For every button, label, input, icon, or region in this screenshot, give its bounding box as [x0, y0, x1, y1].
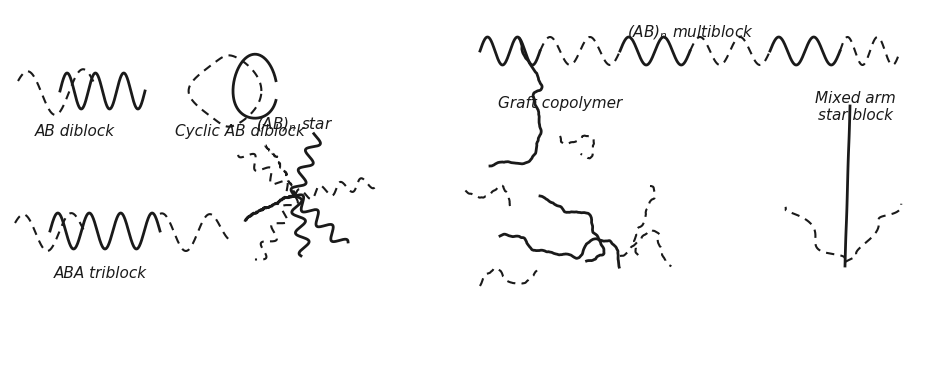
Text: ABA triblock: ABA triblock — [54, 266, 146, 281]
Text: Graft copolymer: Graft copolymer — [497, 96, 622, 111]
Text: (AB)$_n$ multiblock: (AB)$_n$ multiblock — [627, 24, 753, 42]
Text: Cyclic AB diblock: Cyclic AB diblock — [175, 124, 305, 139]
Text: AB diblock: AB diblock — [35, 124, 115, 139]
Text: Mixed arm
star block: Mixed arm star block — [815, 91, 895, 124]
Text: (AB)$_n$ star: (AB)$_n$ star — [257, 116, 333, 134]
